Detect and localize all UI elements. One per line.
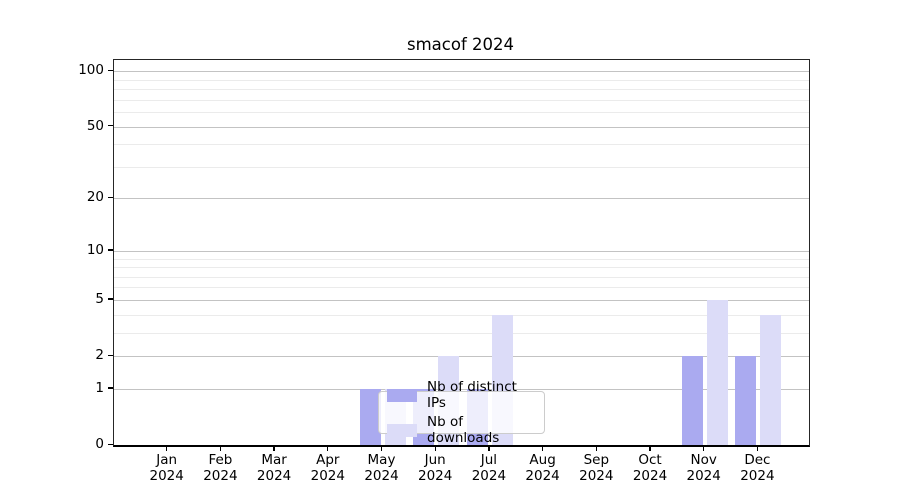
x-axis-tick <box>380 446 383 451</box>
y-axis-tick-label: 100 <box>78 62 104 79</box>
y-axis-tick <box>108 69 113 72</box>
x-axis-tick-label: Sep 2024 <box>579 452 614 484</box>
gridline-minor <box>114 287 809 289</box>
legend-label-downloads: Nb of downloads <box>427 414 500 446</box>
legend-item-downloads: Nb of downloads <box>387 414 536 446</box>
x-axis-tick-label: Jun 2024 <box>418 452 453 484</box>
y-axis-tick <box>108 196 113 199</box>
y-axis-tick <box>108 125 113 127</box>
gridline-major <box>114 250 809 252</box>
x-axis-tick <box>703 446 705 451</box>
x-axis-tick <box>273 446 275 451</box>
bar-downloads <box>706 299 728 445</box>
y-axis-tick-label: 2 <box>95 347 104 363</box>
legend-swatch-downloads <box>387 423 417 437</box>
y-axis-tick-label: 0 <box>95 436 104 452</box>
gridline-major <box>114 299 809 301</box>
x-axis-tick <box>756 446 759 451</box>
gridline-minor <box>114 258 809 260</box>
gridline-minor <box>114 276 809 278</box>
x-axis-tick <box>541 446 544 451</box>
gridline-major <box>114 356 809 357</box>
y-axis-tick <box>108 354 113 356</box>
gridline-minor <box>114 267 809 268</box>
x-axis-tick-label: Apr 2024 <box>310 452 345 484</box>
x-axis-tick-label: Oct 2024 <box>632 452 668 484</box>
x-axis-tick-label: Feb 2024 <box>203 452 238 484</box>
y-axis-tick <box>108 443 113 445</box>
x-axis-tick <box>219 446 222 451</box>
y-axis-tick-label: 5 <box>95 290 104 307</box>
legend: Nb of distinct IPs Nb of downloads <box>378 379 545 446</box>
gridline-minor <box>114 99 809 101</box>
y-axis-tick-label: 50 <box>86 117 104 134</box>
x-axis-tick-label: Nov 2024 <box>686 452 721 484</box>
x-axis-tick <box>595 446 597 451</box>
gridline-minor <box>114 332 809 334</box>
bar-downloads <box>760 314 782 445</box>
y-axis-tick-label: 10 <box>86 241 104 258</box>
bar-distinct-ips <box>359 388 381 445</box>
gridline-minor <box>114 79 809 81</box>
legend-swatch-distinct-ips <box>387 388 417 402</box>
x-axis-tick-label: Jul 2024 <box>471 452 507 484</box>
chart-title: smacof 2024 <box>407 35 514 54</box>
legend-item-distinct-ips: Nb of distinct IPs <box>387 379 536 411</box>
x-axis-tick-label: Jan 2024 <box>149 452 184 484</box>
y-axis-tick-label: 20 <box>86 189 104 206</box>
x-axis-tick-label: Aug 2024 <box>525 452 560 484</box>
gridline-major <box>114 198 809 200</box>
bar-distinct-ips <box>681 356 703 445</box>
bar-distinct-ips <box>735 356 757 445</box>
y-axis-tick <box>108 298 113 300</box>
gridline-minor <box>114 314 809 316</box>
x-axis-tick-label: May 2024 <box>364 452 399 484</box>
gridline-minor <box>114 144 809 146</box>
legend-label-distinct-ips: Nb of distinct IPs <box>427 379 517 411</box>
gridline-major <box>114 71 809 73</box>
x-axis-tick <box>488 446 490 451</box>
x-axis-tick <box>649 446 651 451</box>
gridline-major <box>114 388 809 390</box>
x-axis-tick <box>327 446 329 451</box>
y-axis-tick <box>108 249 113 251</box>
gridline-minor <box>114 112 809 113</box>
x-axis-tick-label: Dec 2024 <box>740 452 775 484</box>
gridline-minor <box>114 89 809 90</box>
gridline-minor <box>114 166 809 168</box>
gridline-major <box>114 126 809 128</box>
y-axis-tick <box>108 387 113 389</box>
x-axis-tick <box>166 446 168 451</box>
x-axis-tick <box>434 446 436 451</box>
y-axis-tick-label: 1 <box>95 379 104 396</box>
x-axis-tick-label: Mar 2024 <box>256 452 292 484</box>
